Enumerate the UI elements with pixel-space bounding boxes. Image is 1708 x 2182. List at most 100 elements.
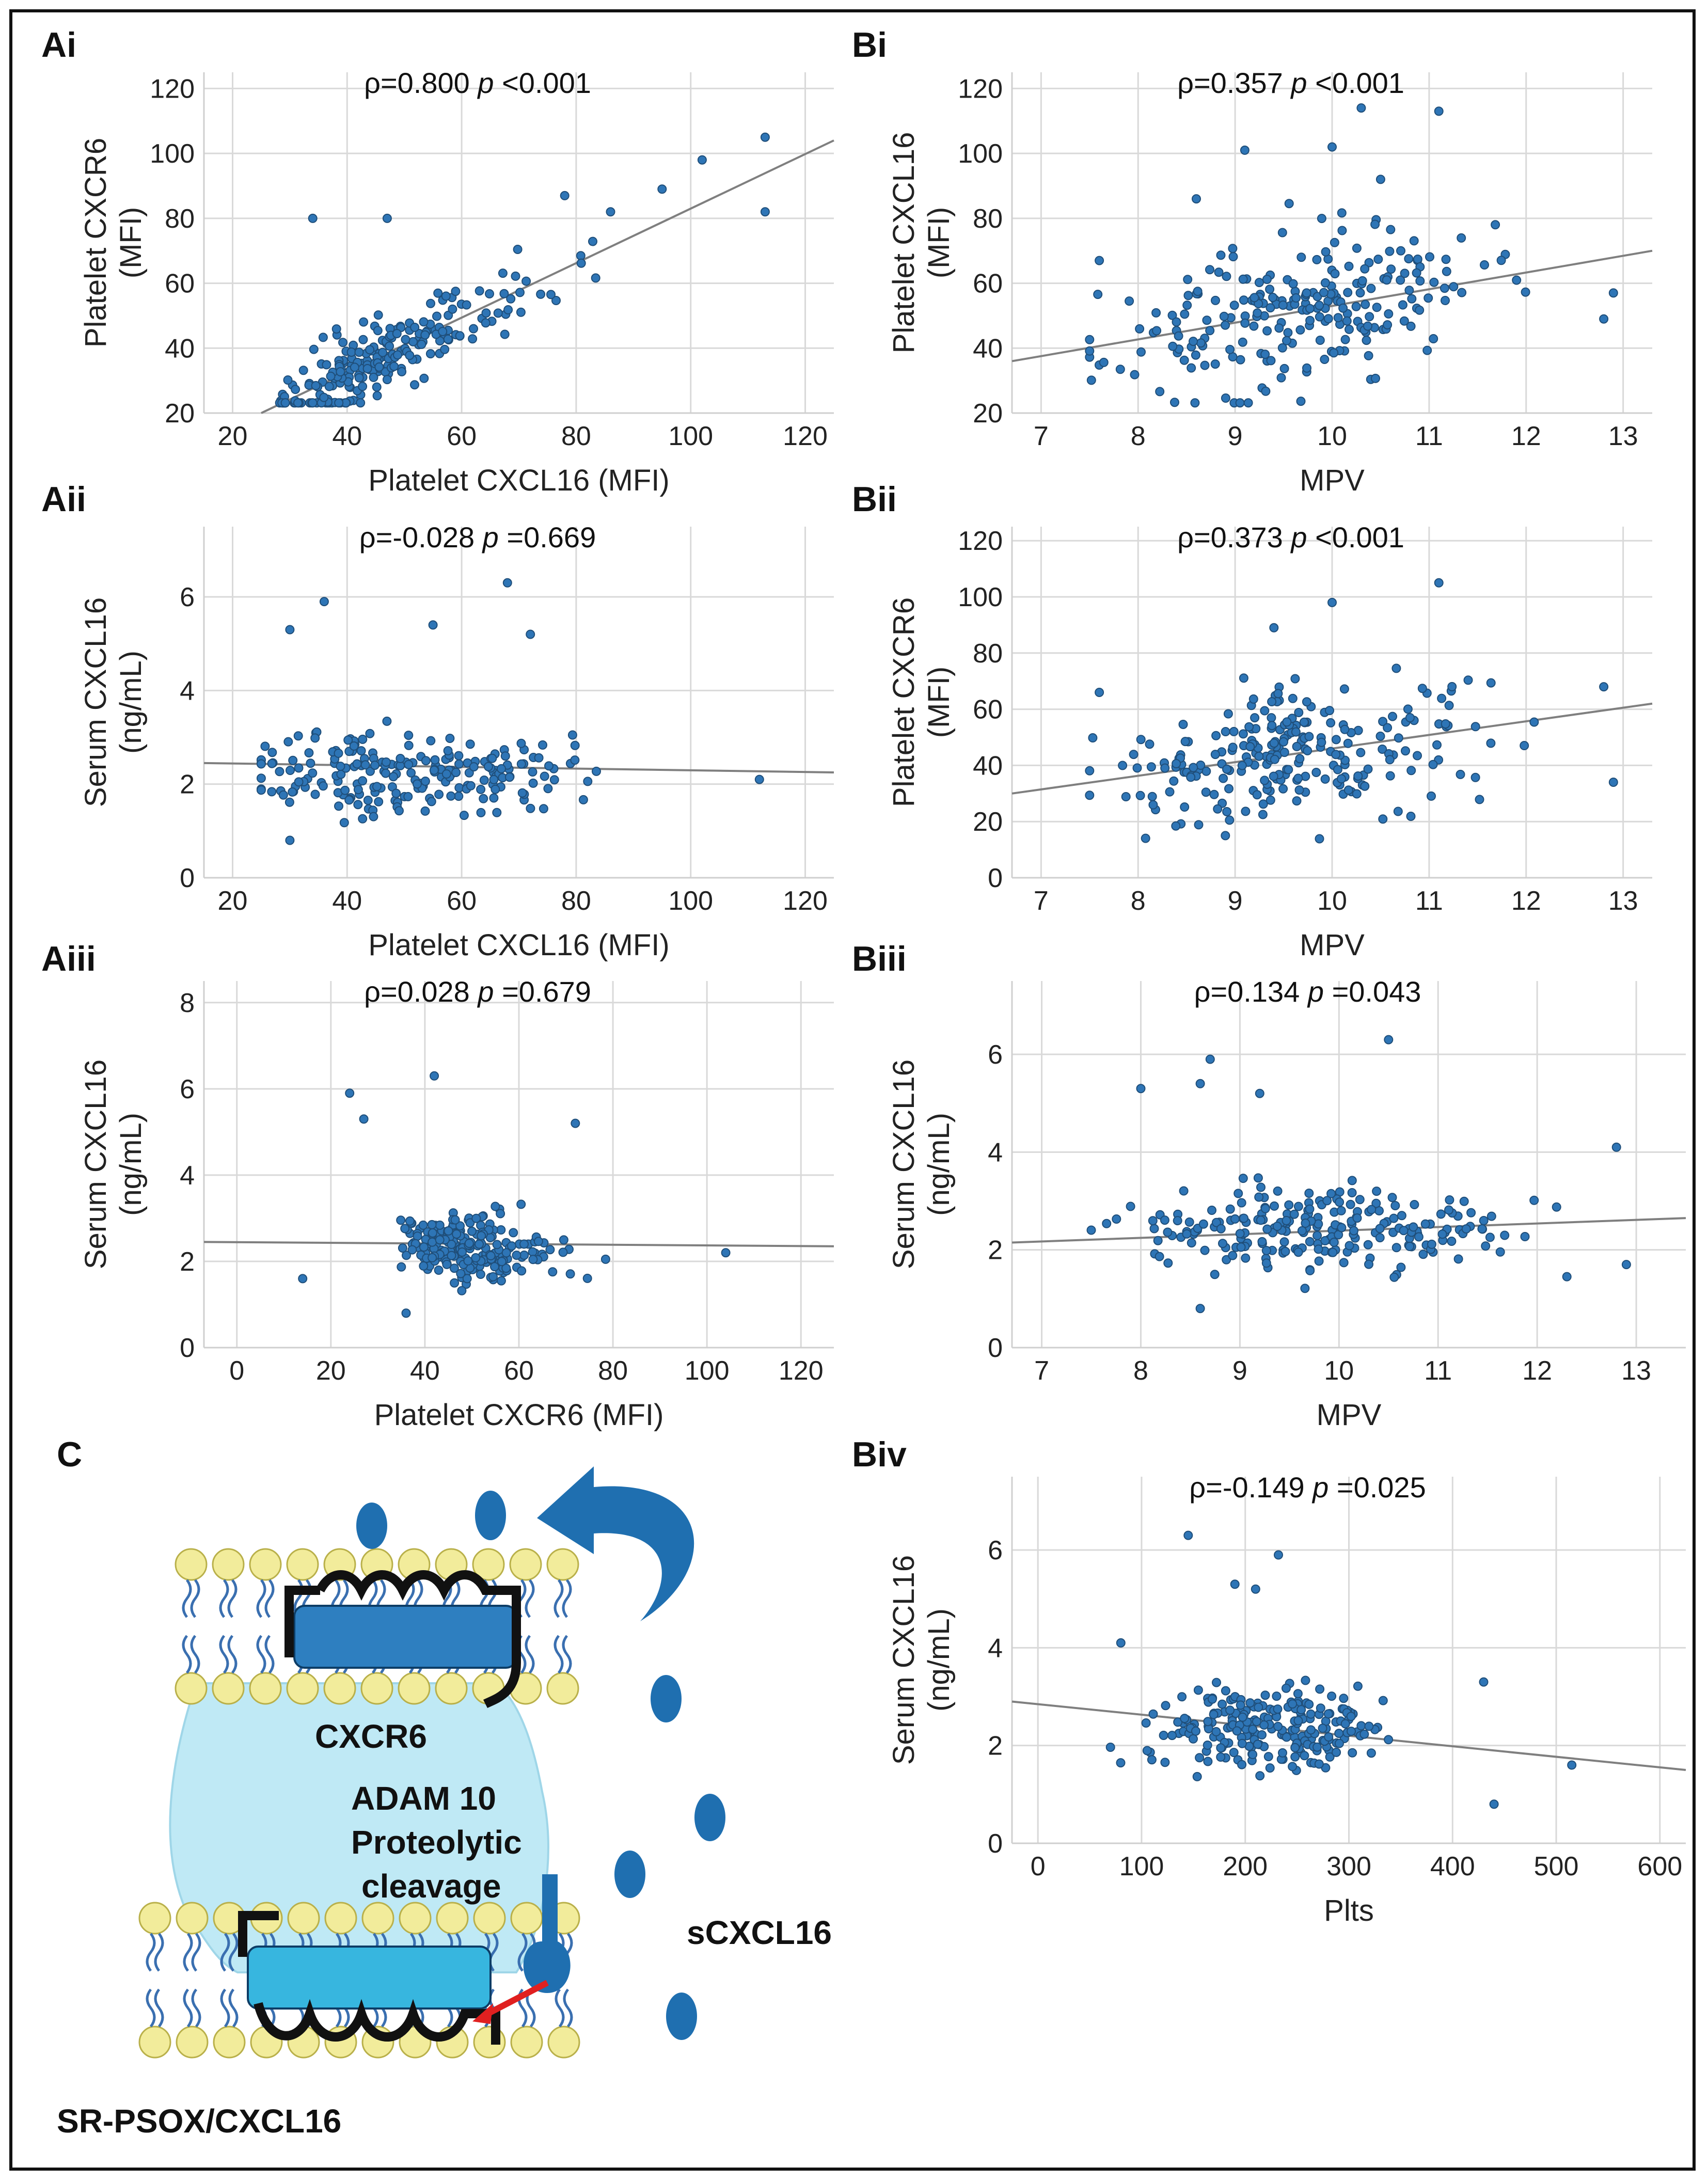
- x-tick-label: 600: [1637, 1852, 1682, 1881]
- lipid-tail: [191, 1933, 201, 1972]
- scatter-point: [1278, 1748, 1287, 1758]
- cxcl16-backbone: [238, 1911, 500, 2045]
- correlation-stats: ρ=-0.149 p =0.025: [1189, 1471, 1426, 1504]
- scatter-point: [1184, 1217, 1194, 1227]
- scatter-point: [1221, 1686, 1230, 1696]
- scatter-point: [1396, 246, 1405, 256]
- y-tick-label: 0: [988, 1829, 1003, 1859]
- scatter-point: [1359, 1729, 1369, 1739]
- scatter-point: [476, 1270, 485, 1279]
- scatter-point: [1233, 1189, 1243, 1198]
- scatter-point: [1383, 723, 1393, 733]
- scatter-point: [1331, 750, 1341, 760]
- scatter-point: [1289, 1209, 1299, 1219]
- scatter-point: [1562, 1272, 1572, 1282]
- y-axis-label: Serum CXCL16: [79, 1060, 113, 1269]
- scatter-point: [1192, 1772, 1202, 1781]
- p-symbol: p: [1290, 67, 1315, 99]
- lipid-tail: [256, 1579, 266, 1618]
- scatter-point: [1445, 1195, 1454, 1205]
- scatter-point: [1453, 1254, 1463, 1264]
- scatter-point: [462, 1274, 472, 1284]
- scatter-point: [1254, 1702, 1263, 1712]
- scatter-point: [1552, 1202, 1561, 1212]
- scatter-point: [1434, 578, 1444, 588]
- scatter-point: [1479, 1216, 1489, 1225]
- scatter-point: [373, 326, 383, 336]
- scatter-point: [1262, 275, 1272, 284]
- scatter-point: [1481, 1241, 1491, 1251]
- scatter-point: [402, 1251, 411, 1260]
- scatter-point: [499, 289, 509, 298]
- scatter-point: [1235, 1229, 1245, 1239]
- scatter-point: [405, 1216, 415, 1226]
- x-tick-label: 80: [598, 1356, 628, 1386]
- panel-label: Aiii: [41, 939, 96, 978]
- scatter-point: [1413, 751, 1422, 761]
- scatter-point: [1236, 355, 1245, 365]
- scatter-point: [1153, 1236, 1163, 1245]
- scatter-point: [356, 398, 366, 408]
- y-tick-label: 100: [958, 582, 1003, 612]
- scatter-point: [1178, 720, 1188, 729]
- scatter-point: [1236, 1242, 1246, 1252]
- scatter-point: [454, 759, 464, 769]
- scatter-point: [1466, 1208, 1476, 1218]
- scatter-point: [489, 793, 499, 803]
- scatter-point: [1201, 787, 1211, 797]
- p-value: <0.001: [1315, 521, 1404, 554]
- lipid-head: [436, 1902, 469, 1935]
- scatter-point: [1136, 1084, 1146, 1094]
- scatter-point: [365, 729, 375, 738]
- scatter-point: [450, 1215, 460, 1225]
- scatter-point: [1375, 731, 1385, 741]
- scatter-point: [1305, 1204, 1315, 1214]
- scatter-point: [1245, 1698, 1255, 1708]
- scatter-point: [1320, 355, 1330, 364]
- scatter-point: [1279, 748, 1289, 757]
- scatter-point: [1385, 771, 1395, 781]
- scatter-point: [1391, 663, 1401, 673]
- scatter-point: [1213, 804, 1223, 814]
- scatter-point: [403, 792, 413, 801]
- scatter-point: [345, 1088, 355, 1098]
- scatter-point: [1382, 275, 1391, 285]
- scatter-point: [1317, 737, 1326, 747]
- scatter-point: [319, 392, 329, 402]
- scatter-point: [1223, 709, 1233, 719]
- scatter-point: [507, 1241, 516, 1251]
- scatter-point: [1345, 324, 1354, 334]
- scatter-point: [1273, 689, 1283, 699]
- lipid-tail: [562, 1579, 572, 1618]
- y-tick-label: 6: [180, 582, 195, 612]
- scatter-point: [1169, 776, 1179, 786]
- scatter-point: [457, 1286, 467, 1295]
- scatter-point: [1325, 1752, 1335, 1762]
- scatter-point: [600, 1254, 610, 1264]
- scatter-point: [378, 347, 388, 357]
- scatter-point: [496, 1276, 506, 1286]
- y-tick-label: 40: [973, 334, 1003, 363]
- scatter-point: [334, 398, 344, 408]
- scatter-point: [1263, 1752, 1273, 1762]
- scatter-point: [1440, 283, 1449, 293]
- scatter-point: [1148, 1216, 1158, 1226]
- scatter-point: [308, 213, 318, 223]
- scatter-point: [1250, 713, 1260, 723]
- y-tick-label: 60: [973, 269, 1003, 299]
- cleavage-arrowhead: [472, 2003, 493, 2024]
- scatter-point: [1146, 762, 1156, 772]
- scatter-point: [1410, 1200, 1419, 1209]
- scatter-point: [1182, 301, 1192, 310]
- correlation-stats: ρ=0.028 p =0.679: [364, 975, 591, 1008]
- scatter-point: [1260, 1204, 1270, 1213]
- scatter-point: [385, 341, 394, 351]
- scatter-point: [381, 768, 390, 778]
- y-tick-label: 4: [180, 1161, 195, 1191]
- scatter-point: [1304, 1699, 1314, 1709]
- scatter-point: [1306, 1709, 1316, 1719]
- scatter-point: [1252, 790, 1262, 800]
- chart-Bii: Bii 7 8 9 10 11 12 13 0 20 40 60 80 100 120 MPV Platelet…: [852, 480, 1653, 962]
- scatter-point: [275, 767, 284, 777]
